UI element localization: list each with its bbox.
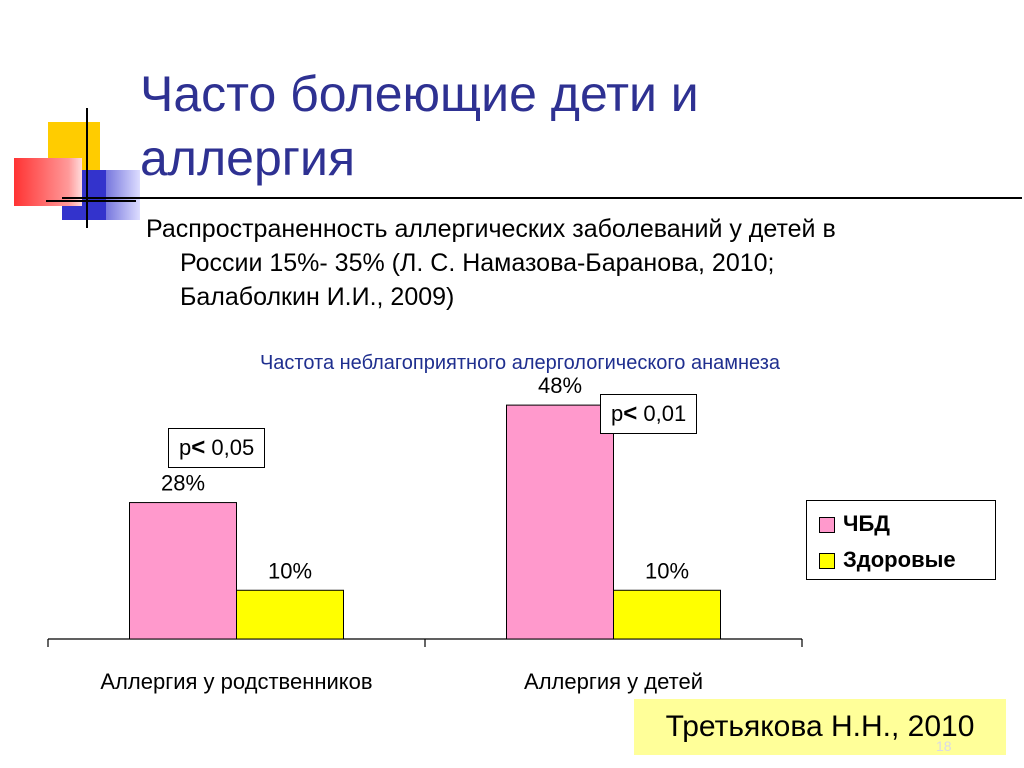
p-value: 0,05 (205, 435, 255, 460)
slide-number: 18 (936, 738, 952, 754)
category-label: Аллергия у родственников (100, 669, 372, 694)
p-value-box-1: р< 0,05 (168, 428, 266, 468)
legend-item-chbd: ЧБД (819, 511, 890, 537)
legend-label-chbd: ЧБД (843, 511, 890, 536)
blue-gradient-square (106, 170, 140, 220)
less-than-symbol: < (191, 434, 206, 461)
data-label: 10% (645, 558, 689, 583)
subtitle-line-2: России 15%- 35% (Л. С. Намазова-Баранова… (180, 249, 775, 277)
bar-healthy (613, 589, 721, 640)
chart-title: Частота неблагоприятного алергологическо… (259, 352, 781, 374)
data-label: 48% (538, 373, 582, 398)
subtitle-line-1: Распространенность аллергических заболев… (146, 215, 836, 243)
legend-label-healthy: Здоровые (843, 547, 956, 572)
bar-chbd (506, 404, 614, 640)
title-line-2: аллергия (140, 130, 356, 186)
title-line-1: Часто болеющие дети и (140, 66, 699, 122)
title-divider (62, 197, 1022, 199)
p-label: р (611, 401, 624, 426)
source-citation: Третьякова Н.Н., 2010 (634, 699, 1006, 755)
bar-chbd (129, 502, 237, 640)
slide-title: Часто болеющие дети и аллергия (140, 62, 940, 190)
horizontal-line (46, 200, 136, 202)
subtitle-line-3: Балаболкин И.И., 2009) (180, 283, 455, 311)
less-than-symbol: < (623, 400, 638, 427)
legend-item-healthy: Здоровые (819, 547, 956, 573)
vertical-line (86, 108, 88, 228)
p-value: 0,01 (637, 401, 687, 426)
p-value-box-2: р< 0,01 (600, 394, 698, 434)
category-label: Аллергия у детей (524, 669, 703, 694)
chart-legend: ЧБД Здоровые (806, 500, 996, 580)
legend-swatch-chbd (819, 517, 835, 534)
subtitle-text: Распространенность аллергических заболев… (146, 212, 1006, 314)
bar-healthy (236, 589, 344, 640)
data-label: 10% (268, 558, 312, 583)
legend-swatch-healthy (819, 553, 835, 570)
decorative-squares (0, 100, 140, 230)
data-label: 28% (161, 471, 205, 496)
p-label: р (179, 435, 192, 460)
